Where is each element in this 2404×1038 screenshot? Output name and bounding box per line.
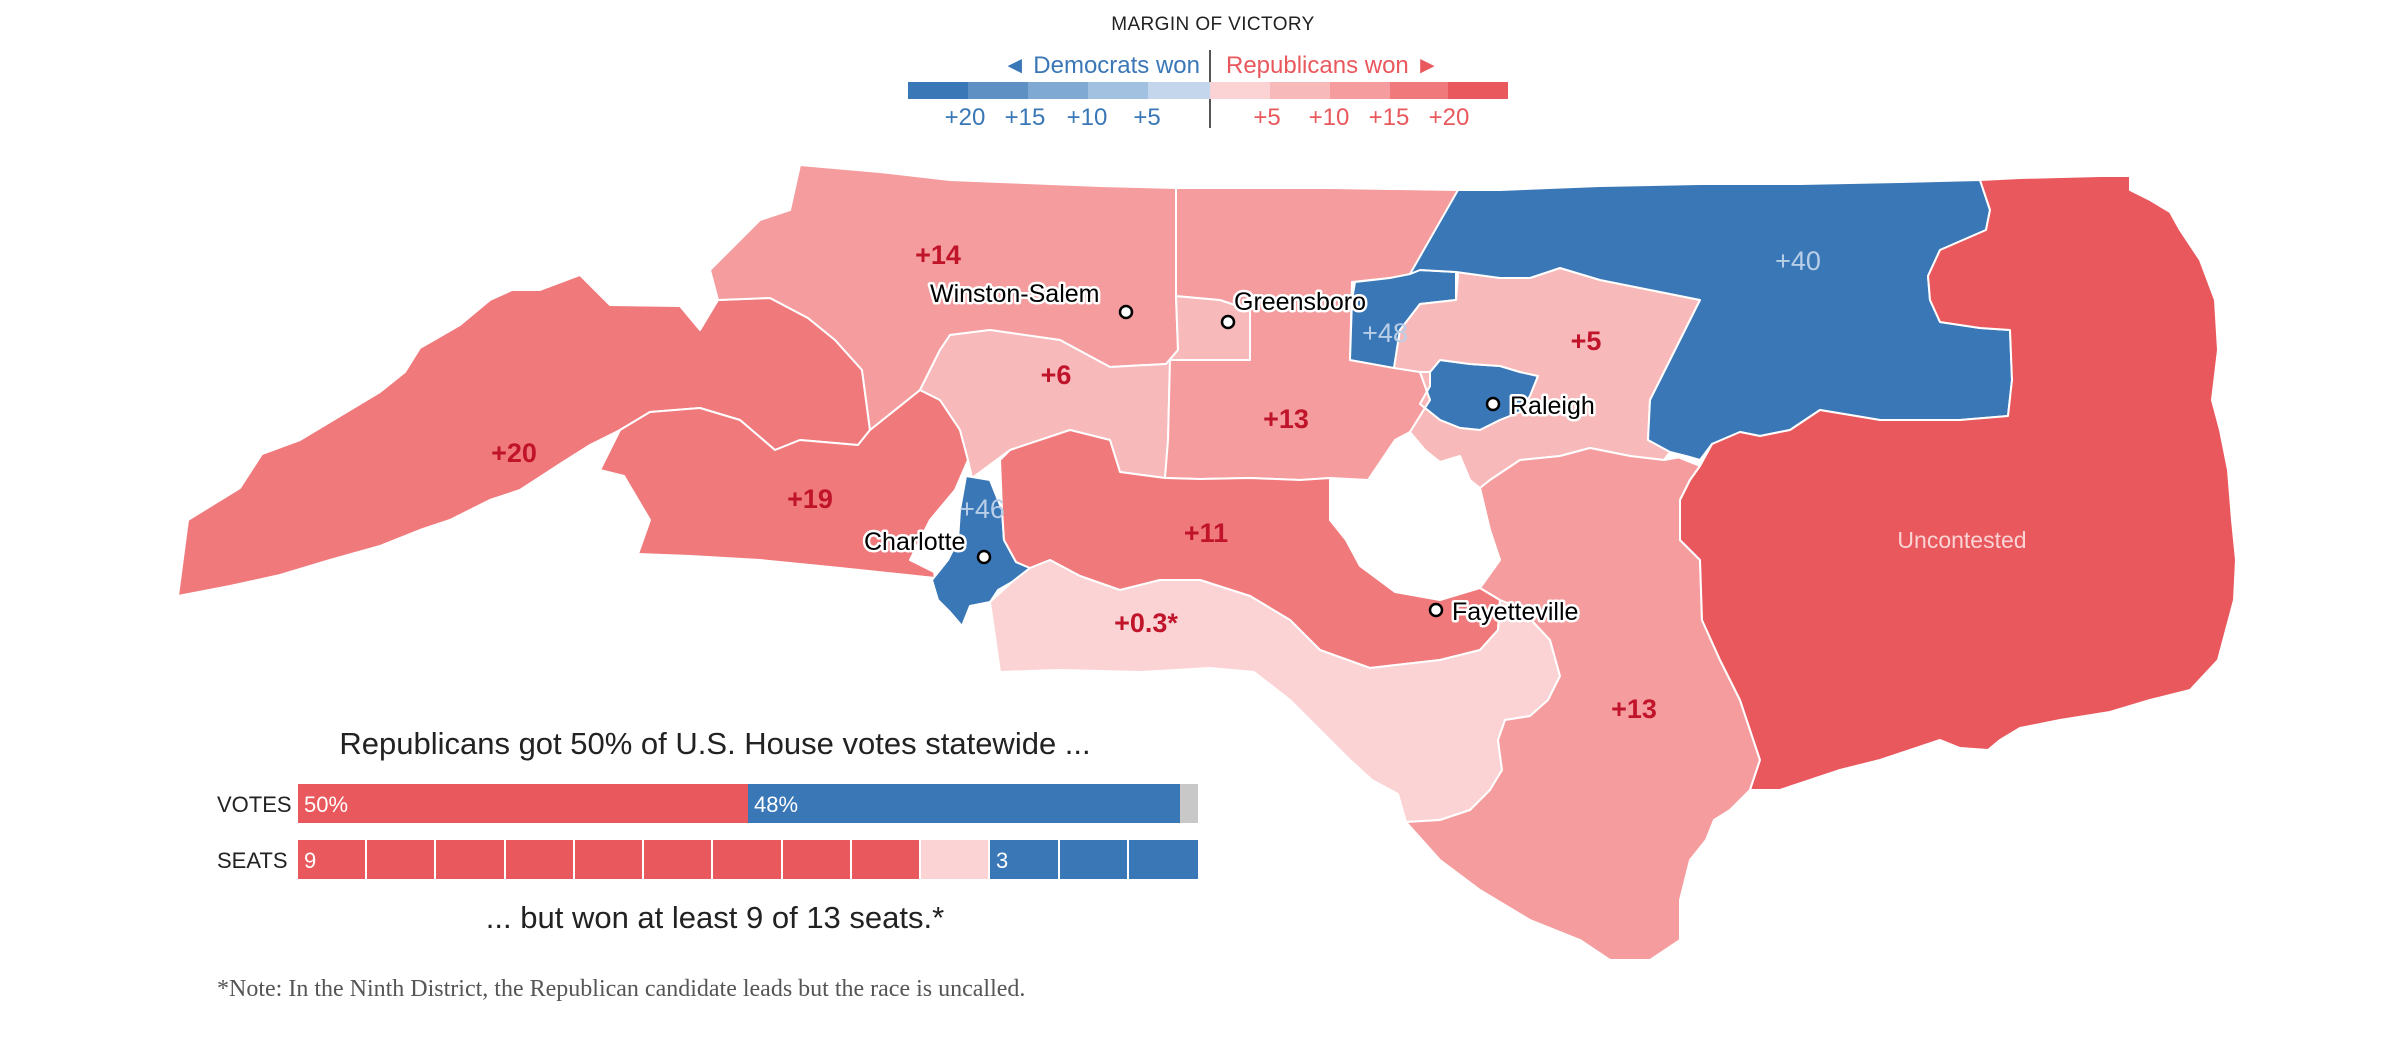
legend-dem-scale bbox=[908, 82, 1210, 99]
seat-republican bbox=[783, 840, 850, 879]
label-district-2: +5 bbox=[1571, 326, 1602, 356]
label-district-6: +6 bbox=[1041, 360, 1072, 390]
district-7[interactable] bbox=[1405, 447, 1761, 961]
seat-republican: 9 bbox=[298, 840, 365, 879]
legend-dem-swatch bbox=[968, 82, 1028, 99]
legend-dem-swatch bbox=[1148, 82, 1210, 99]
seats-dem-count: 3 bbox=[996, 848, 1009, 873]
legend-rep-swatch bbox=[1270, 82, 1330, 99]
margin-legend: MARGIN OF VICTORY ◄ Democrats won Republ… bbox=[0, 0, 1560, 140]
legend-rep-swatch bbox=[1448, 82, 1508, 99]
label-district-8: +11 bbox=[1184, 518, 1228, 548]
legend-tick-dem-5: +5 bbox=[1133, 104, 1161, 131]
votes-bar-democrat: 48% bbox=[748, 784, 1180, 823]
city-label-greensboro: Greensboro bbox=[1234, 288, 1366, 316]
seat-uncalled bbox=[921, 840, 988, 879]
label-district-13: +13 bbox=[1263, 404, 1309, 434]
label-district-1: +40 bbox=[1775, 246, 1821, 276]
seat-republican bbox=[852, 840, 919, 879]
votes-rep-percent: 50% bbox=[304, 792, 349, 817]
legend-tick-rep-5: +5 bbox=[1253, 104, 1281, 131]
legend-tick-dem-20: +20 bbox=[944, 104, 986, 131]
legend-democrats-won: ◄ Democrats won bbox=[1002, 52, 1200, 79]
legend-dem-swatch bbox=[1088, 82, 1148, 99]
seat-republican bbox=[367, 840, 434, 879]
seats-row-label: SEATS bbox=[217, 848, 288, 873]
label-district-5: +14 bbox=[915, 240, 961, 270]
legend-tick-rep-10: +10 bbox=[1308, 104, 1350, 131]
votes-statement: Republicans got 50% of U.S. House votes … bbox=[339, 726, 1091, 761]
legend-rep-swatch bbox=[1390, 82, 1448, 99]
legend-dem-swatch bbox=[1028, 82, 1088, 99]
legend-tick-rep-15: +15 bbox=[1368, 104, 1410, 131]
label-district-7: +13 bbox=[1611, 694, 1657, 724]
city-label-fayetteville: Fayetteville bbox=[1452, 598, 1578, 626]
city-marker-raleigh bbox=[1485, 396, 1501, 412]
seat-democrat: 3 bbox=[990, 840, 1058, 879]
legend-rep-swatch bbox=[1210, 82, 1270, 99]
legend-tick-dem-10: +10 bbox=[1066, 104, 1108, 131]
seat-democrat bbox=[1129, 840, 1198, 879]
label-district-9: +0.3* bbox=[1114, 608, 1178, 638]
seat-republican bbox=[713, 840, 781, 879]
seat-republican bbox=[575, 840, 642, 879]
footnote: *Note: In the Ninth District, the Republ… bbox=[217, 976, 1026, 1002]
votes-bar-other bbox=[1180, 784, 1198, 823]
label-district-3: Uncontested bbox=[1897, 527, 2026, 553]
seat-democrat bbox=[1060, 840, 1127, 879]
legend-rep-scale bbox=[1210, 82, 1508, 99]
city-label-winston-salem: Winston-Salem bbox=[930, 280, 1100, 308]
label-district-11: +20 bbox=[491, 438, 537, 468]
city-marker-charlotte bbox=[976, 549, 992, 565]
seat-republican bbox=[436, 840, 504, 879]
legend-tick-dem-15: +15 bbox=[1004, 104, 1046, 131]
city-label-charlotte: Charlotte bbox=[864, 528, 965, 556]
city-marker-fayetteville bbox=[1428, 602, 1444, 618]
district-10[interactable] bbox=[599, 389, 969, 579]
legend-tick-rep-20: +20 bbox=[1428, 104, 1470, 131]
votes-bar: 50% 48% bbox=[298, 784, 1198, 823]
seat-republican bbox=[644, 840, 711, 879]
seat-republican bbox=[506, 840, 573, 879]
city-marker-greensboro bbox=[1220, 314, 1236, 330]
seats-statement: ... but won at least 9 of 13 seats.* bbox=[485, 900, 945, 935]
district-3[interactable] bbox=[1679, 175, 2237, 791]
votes-row-label: VOTES bbox=[217, 792, 292, 817]
city-marker-winston-salem bbox=[1118, 304, 1134, 320]
label-district-12: +46 bbox=[959, 494, 1005, 524]
label-district-4: +48 bbox=[1362, 318, 1408, 348]
legend-title: MARGIN OF VICTORY bbox=[1111, 14, 1315, 35]
legend-dem-swatch bbox=[908, 82, 968, 99]
legend-republicans-won: Republicans won ► bbox=[1226, 52, 1440, 79]
votes-dem-percent: 48% bbox=[754, 792, 799, 817]
legend-rep-swatch bbox=[1330, 82, 1390, 99]
votes-bar-republican: 50% bbox=[298, 784, 748, 823]
seats-rep-count: 9 bbox=[304, 848, 317, 873]
label-district-10: +19 bbox=[787, 484, 833, 514]
city-label-raleigh: Raleigh bbox=[1510, 392, 1595, 420]
